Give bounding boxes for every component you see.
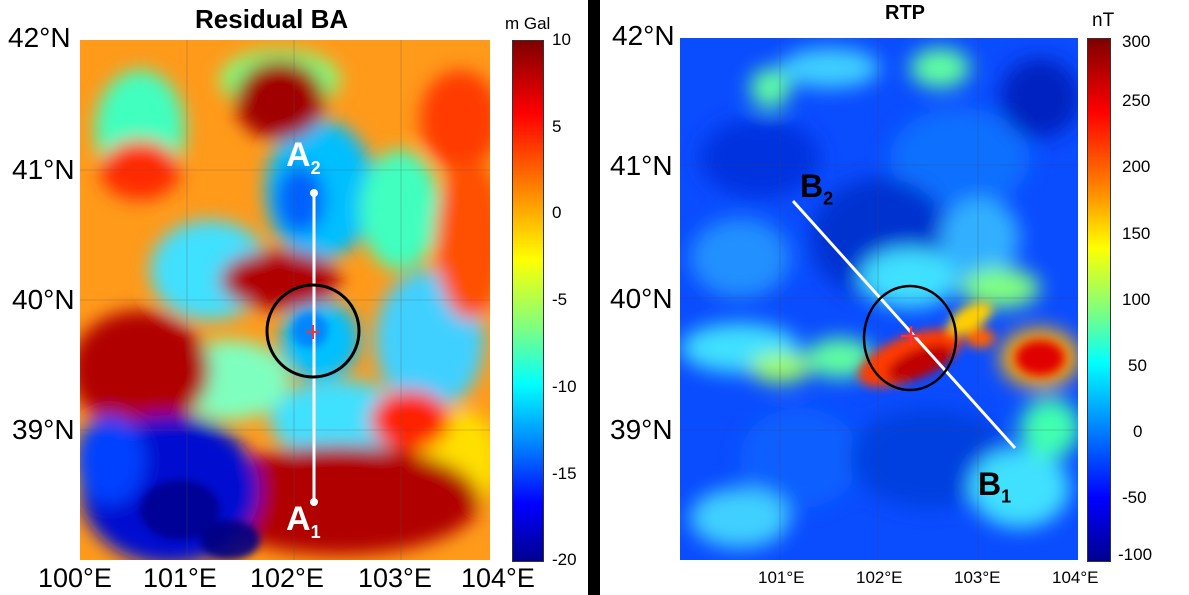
cb-left-tick-m10: -10: [552, 377, 577, 396]
residual-ba-colorbar-unit: m Gal: [505, 14, 551, 33]
cb-left-tick-m15: -15: [552, 464, 577, 483]
residual-ba-title: Residual BA: [195, 4, 349, 34]
rtp-map: [680, 38, 1078, 560]
profile-a2-label: A2: [286, 136, 321, 178]
lat-label-41: 41°N: [610, 150, 673, 181]
profile-a-end-point: [310, 189, 318, 197]
cb-right-tick-250: 250: [1122, 91, 1151, 110]
residual-ba-map: [80, 40, 490, 560]
rtp-panel: RTP: [600, 0, 1189, 595]
cb-right-tick-m100: -100: [1118, 545, 1153, 564]
lat-label-41: 41°N: [12, 154, 75, 185]
anomaly-ellipse: [862, 284, 958, 392]
cb-right-tick-200: 200: [1122, 157, 1151, 176]
residual-ba-field: [80, 40, 490, 560]
lat-label-42: 42°N: [612, 20, 675, 51]
rtp-title: RTP: [885, 2, 925, 24]
rtp-overlay: [791, 199, 1017, 450]
lon-label-104: 104°E: [1052, 568, 1099, 587]
rtp-colorbar-unit: nT: [1092, 10, 1115, 31]
lon-label-101: 101°E: [758, 568, 805, 587]
profile-a-start-point: [310, 498, 318, 506]
cb-left-tick-m5: -5: [552, 290, 568, 309]
lat-label-39: 39°N: [610, 414, 673, 445]
panel-divider: [588, 0, 600, 595]
cb-right-tick-50: 50: [1128, 356, 1147, 375]
cb-left-tick-m20: -20: [552, 550, 577, 569]
cb-right-tick-100: 100: [1122, 290, 1151, 309]
lon-label-100: 100°E: [38, 563, 112, 593]
lat-label-40: 40°N: [12, 284, 75, 315]
cb-right-tick-150: 150: [1122, 224, 1151, 243]
profile-b1-label: B1: [978, 466, 1012, 507]
lon-label-103: 103°E: [358, 563, 432, 593]
lon-label-101: 101°E: [143, 563, 217, 593]
center-cross-icon: [306, 325, 320, 339]
profile-b2-label: B2: [800, 168, 834, 209]
residual-ba-panel: Residual BA: [0, 0, 588, 595]
cb-right-tick-0: 0: [1133, 422, 1143, 441]
cb-right-tick-m50: -50: [1122, 488, 1147, 507]
profile-a1-label: A1: [286, 500, 321, 542]
anomaly-circle: [265, 283, 361, 379]
residual-ba-overlay: [265, 189, 361, 506]
cb-left-tick-0: 0: [552, 203, 562, 222]
lon-label-103: 103°E: [954, 568, 1001, 587]
center-cross-icon: [901, 326, 921, 346]
lon-label-102: 102°E: [856, 568, 903, 587]
cb-left-tick-10: 10: [552, 30, 571, 49]
cb-right-tick-300: 300: [1122, 32, 1151, 51]
profile-b-line: [791, 199, 1017, 450]
residual-ba-colorbar: [512, 40, 544, 562]
lat-label-40: 40°N: [610, 283, 673, 314]
lat-label-42: 42°N: [8, 22, 71, 53]
rtp-colorbar: [1087, 38, 1111, 562]
lon-label-102: 102°E: [250, 563, 324, 593]
lon-label-104: 104°E: [461, 563, 535, 593]
cb-left-tick-5: 5: [552, 117, 562, 136]
lat-label-39: 39°N: [12, 414, 75, 445]
